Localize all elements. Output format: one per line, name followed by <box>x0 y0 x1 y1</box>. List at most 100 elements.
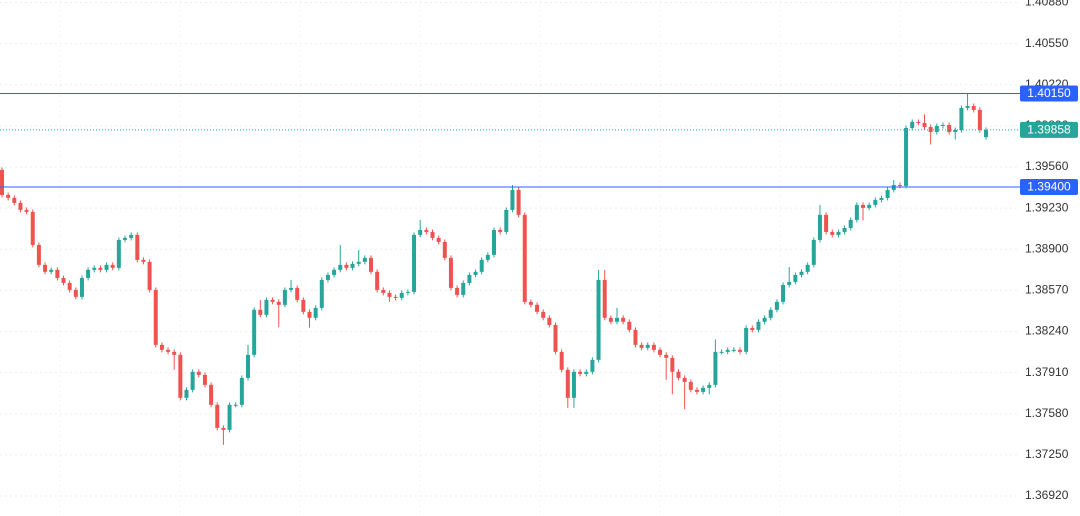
candle-body <box>651 344 656 350</box>
candle-body <box>768 309 773 318</box>
candle-body <box>658 349 663 355</box>
candle-body <box>92 267 97 270</box>
candle-body <box>338 264 343 270</box>
candle-body <box>762 317 767 322</box>
candle-body <box>387 292 392 297</box>
candle-body <box>153 289 158 345</box>
candle-body <box>307 311 312 318</box>
candle-body <box>73 289 78 297</box>
candle-body <box>295 287 300 300</box>
candle-body <box>621 317 626 322</box>
candle-body <box>24 209 29 212</box>
candle-body <box>264 299 269 315</box>
last-price-box <box>1020 121 1078 138</box>
candle-body <box>959 107 964 130</box>
candle-body <box>910 121 915 129</box>
candle-body <box>116 239 121 268</box>
level-label: 1.39400 <box>1027 180 1071 194</box>
candle-body <box>608 317 613 322</box>
candle-body <box>713 351 718 385</box>
candle-body <box>571 371 576 398</box>
candle-body <box>30 211 35 245</box>
candle-body <box>971 105 976 110</box>
candle-body <box>787 281 792 285</box>
candle-body <box>590 359 595 372</box>
candle-body <box>190 371 195 390</box>
candle-body <box>916 121 921 124</box>
candle-body <box>479 259 484 272</box>
candle-body <box>750 327 755 330</box>
candle-body <box>6 194 11 198</box>
candle-body <box>202 374 207 385</box>
candle-body <box>627 321 632 330</box>
candle-body <box>227 404 232 430</box>
candle-body <box>233 404 238 406</box>
y-tick-label: 1.37580 <box>1025 406 1069 420</box>
candle-body <box>602 279 607 318</box>
candle-body <box>664 354 669 358</box>
candle-body <box>953 129 958 132</box>
candle-body <box>455 287 460 295</box>
y-tick-label: 1.38570 <box>1025 283 1069 297</box>
candle-body <box>282 289 287 305</box>
candle-body <box>848 219 853 228</box>
y-tick-label: 1.39230 <box>1025 200 1069 214</box>
candle-body <box>830 231 835 235</box>
y-tick-label: 1.37910 <box>1025 365 1069 379</box>
y-tick-label: 1.37250 <box>1025 447 1069 461</box>
candle-body <box>578 371 583 374</box>
candle-body <box>584 371 589 374</box>
candle-body <box>289 287 294 290</box>
candle-body <box>246 354 250 378</box>
candle-body <box>867 204 872 208</box>
candle-body <box>43 264 48 272</box>
candle-body <box>940 125 945 127</box>
candle-body <box>817 214 822 240</box>
candle-body <box>811 239 816 265</box>
candle-body <box>252 309 257 355</box>
candle-body <box>885 189 890 198</box>
y-tick-label: 1.36920 <box>1025 488 1069 502</box>
candle-body <box>633 329 638 345</box>
candle-body <box>731 349 736 351</box>
candle-body <box>258 309 263 315</box>
candle-body <box>381 289 386 293</box>
candle-body <box>159 344 164 350</box>
level-label-box <box>1020 85 1078 102</box>
candle-body <box>492 229 496 255</box>
candle-body <box>781 284 786 302</box>
candle-body <box>61 277 66 283</box>
candle-body <box>559 351 564 370</box>
candle-body <box>405 291 410 293</box>
candle-body <box>448 257 453 288</box>
candle-body <box>356 261 361 264</box>
candle-body <box>645 344 650 348</box>
candle-body <box>141 259 146 262</box>
candle-body <box>166 349 171 352</box>
candle-body <box>473 271 478 275</box>
candle-body <box>676 371 681 378</box>
level-label: 1.40150 <box>1027 86 1071 100</box>
candle-body <box>528 301 533 305</box>
candle-body <box>805 264 810 272</box>
candle-body <box>430 231 435 238</box>
candle-body <box>553 324 558 352</box>
candle-body <box>799 271 804 275</box>
candle-body <box>516 189 521 215</box>
candle-body <box>725 349 730 352</box>
candle-body <box>36 244 41 265</box>
candle-body <box>639 344 644 348</box>
y-tick-label: 1.38240 <box>1025 324 1069 338</box>
candle-body <box>547 317 552 325</box>
candle-body <box>86 269 91 278</box>
candle-body <box>209 384 214 405</box>
candle-body <box>793 274 798 282</box>
candle-body <box>842 227 847 232</box>
candle-body <box>694 389 699 392</box>
candle-body <box>701 387 706 392</box>
candle-body <box>688 381 693 390</box>
candle-body <box>350 263 355 268</box>
candle-body <box>977 109 982 130</box>
candle-body <box>172 351 177 355</box>
candle-body <box>510 189 515 210</box>
